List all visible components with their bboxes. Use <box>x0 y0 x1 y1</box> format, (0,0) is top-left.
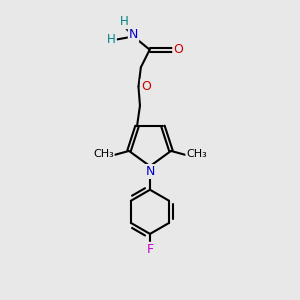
Text: H: H <box>120 15 128 28</box>
Text: O: O <box>141 80 151 93</box>
Text: N: N <box>129 28 138 41</box>
Text: N: N <box>145 165 155 178</box>
Text: CH₃: CH₃ <box>93 149 114 159</box>
Text: CH₃: CH₃ <box>186 149 207 159</box>
Text: O: O <box>173 43 183 56</box>
Text: H: H <box>107 33 116 46</box>
Text: F: F <box>146 243 154 256</box>
